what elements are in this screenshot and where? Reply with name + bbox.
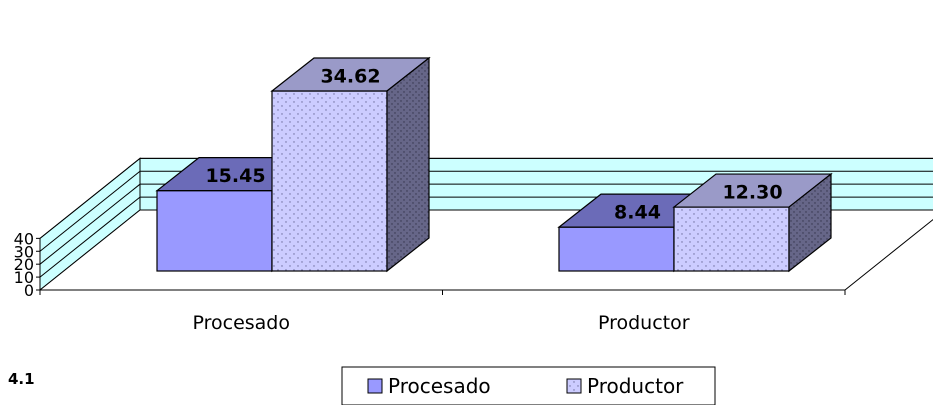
legend: Procesado Productor [341,366,716,405]
data-label: 34.62 [320,65,380,87]
x-tick-label: Productor [598,312,690,334]
y-tick-label: 10 [14,268,34,287]
figure-label: 4.1 [8,370,35,388]
data-label: 15.45 [205,165,265,187]
bar-side [386,56,430,273]
gridlines [39,157,933,278]
data-label: 8.44 [614,202,661,224]
data-labels: 15.45 34.62 8.44 12.30 [205,65,782,223]
y-tick-label: 40 [14,229,34,248]
bar-front [558,226,675,272]
y-tick-label: 20 [14,255,34,274]
y-tick-label: 0 [24,281,34,300]
bar-front [673,206,790,272]
y-tick-label: 30 [14,242,34,261]
gridline [39,183,933,265]
legend-swatch [566,378,582,394]
legend-swatch [367,378,383,394]
data-label: 12.30 [722,182,782,204]
bar-front [271,90,388,272]
legend-label: Productor [587,374,684,398]
gridline [39,170,933,252]
bars [155,56,833,273]
legend-label: Procesado [388,374,491,398]
x-axis: Procesado Productor [39,290,846,334]
gridline [39,157,933,239]
bar-front [156,190,273,272]
bar-side [788,172,832,273]
x-tick-label: Procesado [192,312,290,334]
legend-box [341,366,716,405]
